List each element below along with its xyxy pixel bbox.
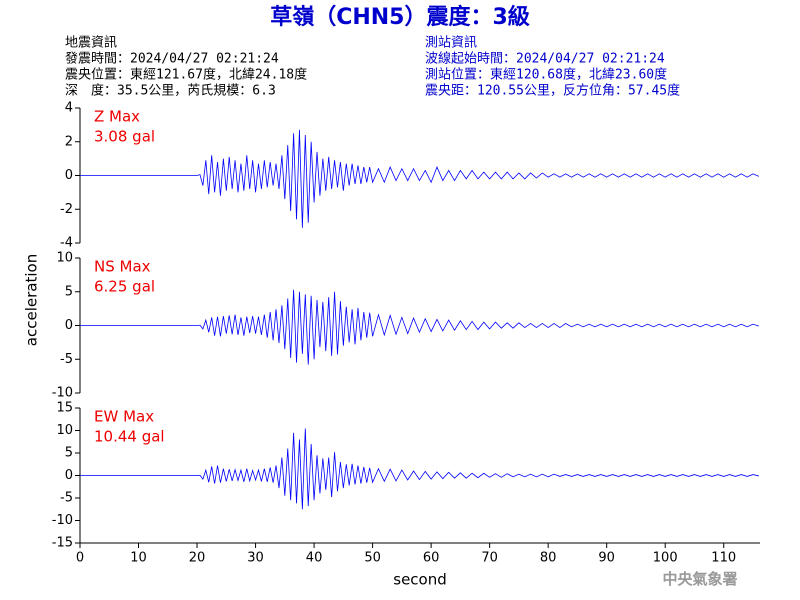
event-info: 震央位置：東經121.67度，北緯24.18度: [65, 67, 307, 83]
max-annotation: Z Max: [94, 108, 140, 126]
y-tick-label: 0: [65, 318, 73, 333]
x-tick-label: 0: [76, 551, 84, 566]
x-tick-label: 60: [423, 551, 440, 566]
y-tick-label: 5: [65, 284, 73, 299]
max-annotation: NS Max: [94, 258, 151, 276]
x-tick-label: 90: [598, 551, 615, 566]
x-tick-label: 110: [711, 551, 736, 566]
y-axis-label: acceleration: [23, 254, 41, 346]
title: 草嶺（CHN5）震度：3級: [270, 4, 530, 30]
y-tick-label: -2: [60, 202, 73, 217]
station-info: 測站資訊: [425, 36, 477, 51]
y-tick-label: -10: [52, 513, 73, 528]
x-tick-label: 20: [189, 551, 206, 566]
waveform: [80, 289, 759, 365]
max-annotation: 3.08 gal: [94, 128, 155, 146]
y-tick-label: 10: [56, 251, 73, 266]
station-info: 震央距：120.55公里，反方位角：57.45度: [425, 83, 680, 99]
waveform: [80, 428, 759, 510]
x-tick-label: 80: [540, 551, 557, 566]
event-info: 地震資訊: [65, 36, 117, 51]
station-info: 測站位置：東經120.68度，北緯23.60度: [425, 67, 667, 83]
y-tick-label: 2: [65, 134, 73, 149]
x-tick-label: 40: [306, 551, 323, 566]
x-tick-label: 10: [130, 551, 147, 566]
waveform: [80, 129, 759, 228]
agency-watermark: 中央氣象署: [662, 570, 737, 588]
max-annotation: 10.44 gal: [94, 428, 165, 446]
x-tick-label: 30: [247, 551, 264, 566]
y-tick-label: 10: [56, 423, 73, 438]
y-tick-label: -5: [60, 352, 73, 367]
y-tick-label: -4: [60, 236, 73, 251]
y-tick-label: 5: [65, 446, 73, 461]
x-axis-label: second: [393, 571, 447, 589]
x-tick-label: 100: [653, 551, 678, 566]
y-tick-label: 0: [65, 468, 73, 483]
y-tick-label: -5: [60, 491, 73, 506]
max-annotation: 6.25 gal: [94, 278, 155, 296]
y-tick-label: -10: [52, 386, 73, 401]
y-tick-label: -15: [52, 536, 73, 551]
max-annotation: EW Max: [94, 408, 154, 426]
x-tick-label: 70: [481, 551, 498, 566]
y-tick-label: 4: [65, 101, 73, 116]
event-info: 發震時間：2024/04/27 02:21:24: [65, 52, 279, 67]
y-tick-label: 15: [56, 401, 73, 416]
event-info: 深 度：35.5公里，芮氏規模：6.3: [65, 83, 276, 99]
station-info: 波線起始時間：2024/04/27 02:21:24: [425, 51, 665, 67]
x-tick-label: 50: [364, 551, 381, 566]
y-tick-label: 0: [65, 168, 73, 183]
